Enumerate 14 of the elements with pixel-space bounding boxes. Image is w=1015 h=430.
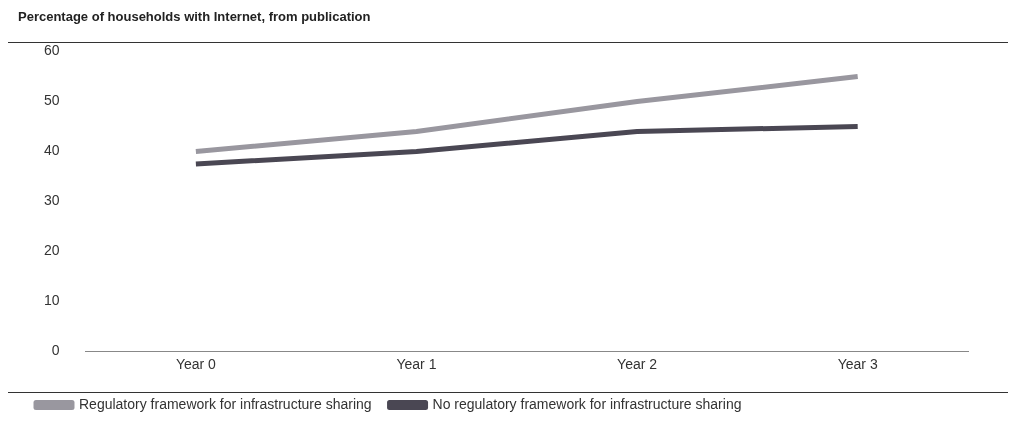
y-tick-label: 0 <box>51 342 60 359</box>
x-tick-label: Year 2 <box>617 356 658 373</box>
x-tick-label: Year 0 <box>175 356 217 373</box>
y-tick-label: 10 <box>43 292 60 309</box>
x-tick-label: Year 1 <box>396 356 437 373</box>
legend-label: Regulatory framework for infrastructure sharing <box>79 395 372 412</box>
x-tick-label: Year 3 <box>837 356 878 373</box>
legend-label: No regulatory framework for infrastructure sharing <box>432 395 742 412</box>
chart-title: Percentage of households with Internet, from publication <box>18 9 371 25</box>
y-tick-label: 50 <box>43 92 60 109</box>
y-tick-label: 60 <box>43 42 60 59</box>
y-tick-label: 30 <box>43 192 60 209</box>
y-tick-label: 20 <box>43 242 60 259</box>
y-tick-label: 40 <box>43 142 60 159</box>
